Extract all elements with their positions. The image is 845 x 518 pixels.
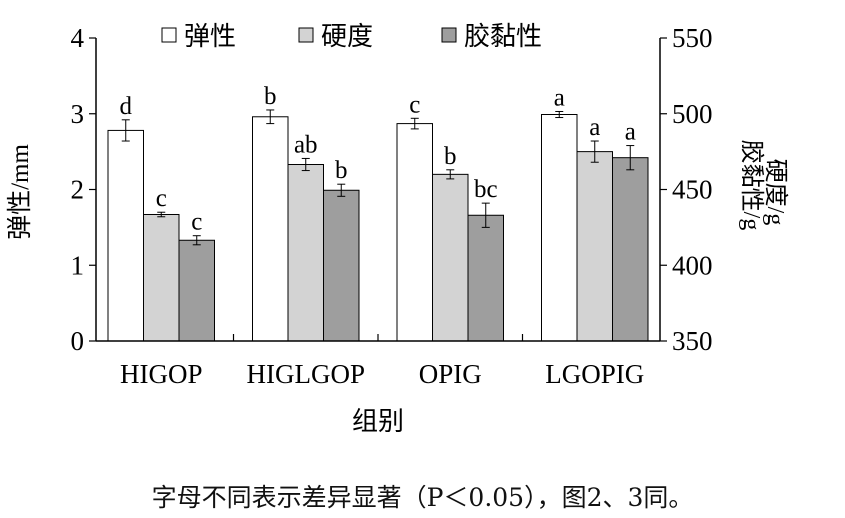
y-tick-label: 0: [71, 326, 85, 356]
bar-1-higop: [107, 129, 144, 342]
legend-label-2: 硬度: [321, 22, 373, 51]
x-axis-title: 组别: [352, 407, 404, 436]
y-axis-title: 弹性/mm: [6, 144, 34, 240]
y2-tick-label: 500: [672, 99, 713, 129]
y2-tick-label: 350: [672, 326, 713, 356]
y2-axis-title-hardness: 硬度/g: [762, 159, 789, 226]
y-tick-label: 3: [71, 99, 85, 129]
bar-3-higlgop: [323, 189, 360, 342]
bar-1-lgopig: [541, 114, 578, 342]
significance-letter: b: [335, 157, 348, 184]
legend-swatch-1: [161, 27, 177, 43]
x-tick-label: LGOPIG: [545, 359, 644, 389]
y-tick-label: 4: [71, 23, 85, 53]
bar-3-lgopig: [612, 157, 649, 342]
x-tick-label: OPIG: [419, 359, 482, 389]
y-tick-label: 1: [71, 250, 85, 280]
bar-1-higlgop: [252, 116, 289, 342]
bar-3-higop: [178, 239, 215, 342]
legend-label-1: 弹性: [184, 22, 236, 51]
bar-2-higop: [143, 213, 180, 342]
legend: 弹性 硬度 胶黏性: [161, 22, 542, 51]
y2-tick-label: 550: [672, 23, 713, 53]
legend-swatch-2: [298, 27, 314, 43]
figure-caption: 字母不同表示差异显著（P＜0.05），图2、3同。: [151, 483, 694, 512]
significance-letter: c: [191, 209, 202, 236]
significance-letter: c: [409, 91, 420, 118]
x-tick-label: HIGOP: [120, 359, 203, 389]
axes-layer: HIGOP HIGLGOP OPIG LGOPIG 0 1 2 3 4 350 400 450 500 5…: [6, 23, 789, 436]
bar-2-higlgop: [287, 164, 324, 342]
significance-letter: a: [589, 114, 600, 141]
y2-axis-title-adhesiveness: 胶黏性/g: [738, 140, 765, 231]
y-tick-label: 2: [71, 175, 85, 205]
legend-label-3: 胶黏性: [464, 22, 542, 51]
significance-letter: b: [444, 143, 457, 170]
significance-letter: a: [625, 119, 636, 146]
bar-3-opig: [467, 214, 504, 342]
bar-2-lgopig: [576, 151, 613, 342]
legend-swatch-3: [441, 27, 457, 43]
significance-letter: a: [554, 84, 565, 111]
y2-tick-label: 450: [672, 175, 713, 205]
bar-2-opig: [432, 173, 469, 342]
significance-letter: ab: [294, 131, 318, 158]
x-tick-label: HIGLGOP: [247, 359, 366, 389]
significance-letter: b: [264, 83, 277, 110]
significance-letter: d: [120, 93, 133, 120]
significance-letter: c: [156, 185, 167, 212]
bar-1-opig: [396, 123, 433, 342]
significance-letter: bc: [474, 176, 498, 203]
y2-tick-label: 400: [672, 250, 713, 280]
